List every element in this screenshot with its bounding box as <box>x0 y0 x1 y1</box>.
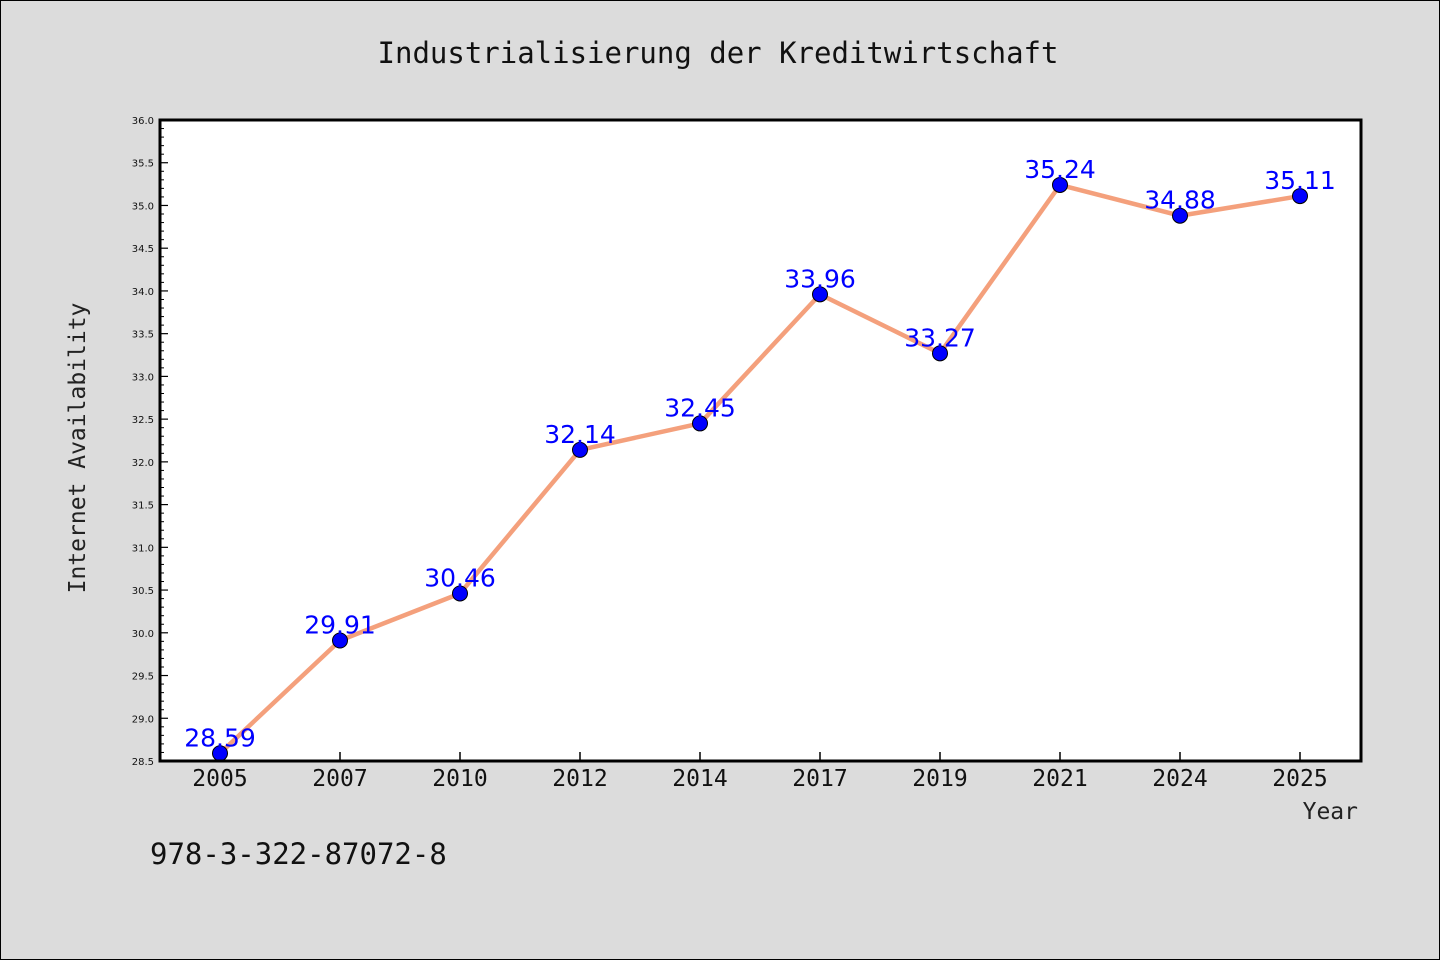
y-tick-label: 34.0 <box>132 287 154 298</box>
y-tick-label: 33.5 <box>132 330 154 341</box>
data-point-label: 29.91 <box>304 610 376 639</box>
x-tick-label: 2019 <box>912 766 967 792</box>
x-tick-label: 2017 <box>792 766 847 792</box>
data-point-marker <box>692 415 708 432</box>
series-line <box>217 182 1303 756</box>
data-labels: 28.59 29.91 30.46 32.14 32.45 33.96 33.27 35.24… <box>184 155 1336 752</box>
x-tick-label: 2014 <box>672 766 727 792</box>
y-axis-label: Internet Availability <box>65 303 91 594</box>
data-point-label: 32.14 <box>544 420 616 449</box>
y-tick-label: 31.0 <box>132 543 154 554</box>
data-point-label: 33.96 <box>784 264 856 293</box>
y-tick-label: 35.5 <box>132 159 154 170</box>
x-tick-label: 2005 <box>192 766 247 792</box>
data-point-marker <box>332 632 348 649</box>
y-tick-label: 29.0 <box>132 714 154 725</box>
x-tick-label: 2021 <box>1032 766 1087 792</box>
data-point-label: 30.46 <box>424 563 496 592</box>
x-tick-label: 2025 <box>1272 766 1327 792</box>
y-tick-label: 35.0 <box>132 201 154 212</box>
y-tick-label: 32.5 <box>132 415 154 426</box>
data-point-marker <box>452 585 468 602</box>
x-tick-label: 2007 <box>312 766 367 792</box>
y-tick-label: 33.0 <box>132 372 154 383</box>
x-axis-ticks: 2005 2007 2010 2012 2014 2017 2019 2021 2024 2025 <box>192 752 1328 792</box>
data-point-label: 35.24 <box>1024 155 1096 184</box>
y-tick-label: 30.5 <box>132 586 154 597</box>
data-point-marker <box>812 286 828 303</box>
plot-border <box>158 118 1363 763</box>
data-point-label: 28.59 <box>184 723 256 752</box>
data-point-label: 34.88 <box>1144 186 1216 215</box>
y-axis-ticks: 28.5 29.0 29.5 30.0 30.5 31.0 31.5 32.0 32.5 33.0… <box>132 116 168 768</box>
y-tick-label: 31.5 <box>132 501 154 512</box>
y-tick-label: 32.0 <box>132 458 154 469</box>
x-tick-label: 2012 <box>552 766 607 792</box>
plot-area <box>160 120 1361 761</box>
data-point-marker <box>1052 176 1068 193</box>
x-tick-label: 2010 <box>432 766 487 792</box>
data-point-marker <box>1172 207 1188 224</box>
y-tick-label: 29.5 <box>132 672 154 683</box>
data-point-marker <box>1292 188 1308 205</box>
isbn-text: 978-3-322-87072-8 <box>150 837 447 871</box>
y-tick-label: 36.0 <box>132 116 154 127</box>
data-point-label: 33.27 <box>904 323 976 352</box>
data-point-label: 32.45 <box>664 393 736 422</box>
data-point-label: 35.11 <box>1264 166 1336 195</box>
y-tick-label: 34.5 <box>132 244 154 255</box>
data-point-marker <box>932 345 948 362</box>
chart-title: Industrialisierung der Kreditwirtschaft <box>378 36 1059 70</box>
data-point-marker <box>572 441 588 458</box>
y-tick-label: 30.0 <box>132 629 154 640</box>
series-markers <box>212 176 1308 762</box>
y-tick-label: 28.5 <box>132 757 154 768</box>
x-axis-label: Year <box>1303 799 1358 825</box>
x-tick-label: 2024 <box>1152 766 1207 792</box>
